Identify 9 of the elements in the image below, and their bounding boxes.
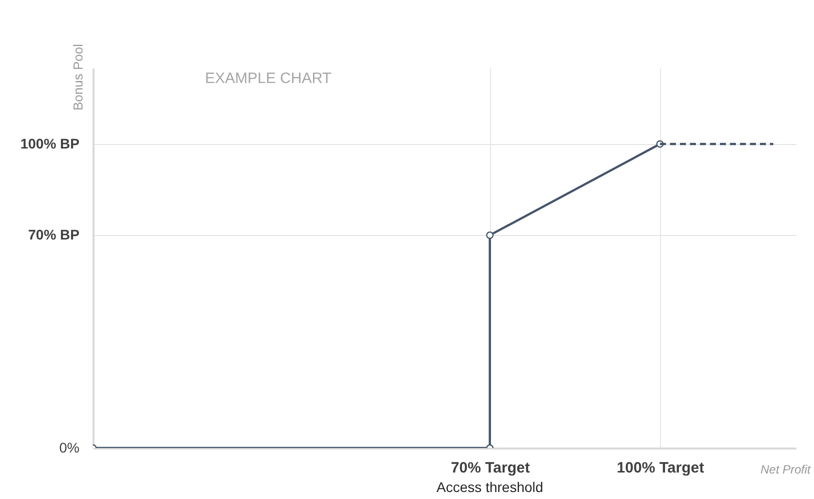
- text: Access threshold: [436, 479, 544, 495]
- x-tick-label: 70% Target: [450, 460, 530, 476]
- x-axis-title: Net Profit: [760, 462, 812, 476]
- y-tick-label: 70% BP: [28, 226, 80, 243]
- y-axis-title: Bonus Pool: [70, 44, 86, 110]
- chart-title: EXAMPLE CHART: [205, 70, 332, 87]
- x-tick-label: 100% Target: [616, 460, 704, 476]
- y-tick-label: 100% BP: [20, 136, 80, 152]
- y-tick-label: 0%: [59, 440, 80, 456]
